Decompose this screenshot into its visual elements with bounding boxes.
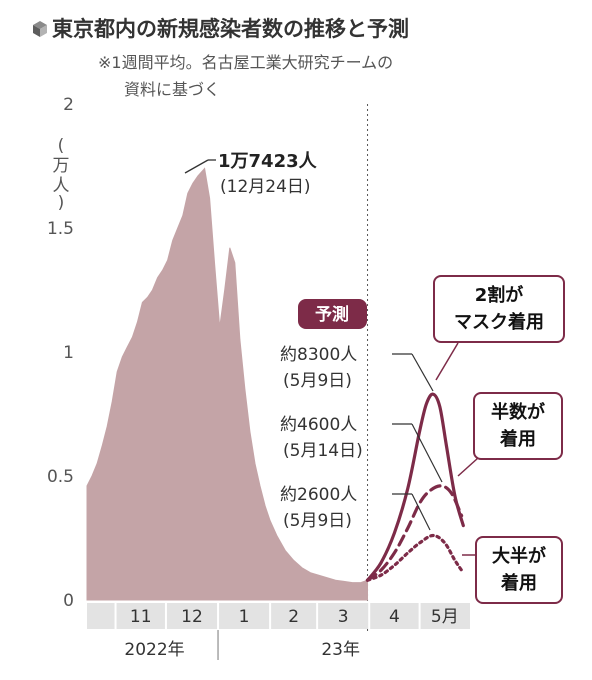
x-month-label-3: 2 bbox=[288, 607, 299, 627]
forecast-badge: 予測 bbox=[298, 299, 367, 329]
chart-subtitle-line1: ※1週間平均。名古屋工業大研究チームの bbox=[98, 53, 393, 72]
y-tick-label-3: 1.5 bbox=[47, 219, 74, 239]
year-label-2023: 23年 bbox=[321, 640, 360, 660]
scenario-box-20pct: 2割が マスク着用 bbox=[433, 275, 565, 381]
y-tick-label-0: 0 bbox=[63, 591, 74, 611]
chart-subtitle-line2: 資料に基づく bbox=[124, 80, 220, 99]
scenario-20pct-line2: マスク着用 bbox=[454, 311, 544, 333]
observed-area-fill bbox=[86, 167, 368, 601]
observed-area bbox=[86, 167, 368, 601]
x-month-label-0: 11 bbox=[130, 607, 152, 627]
y-tick-label-2: 1 bbox=[63, 343, 74, 363]
forecast-line-dotted bbox=[365, 533, 465, 582]
y-unit-man: 万 bbox=[53, 156, 70, 176]
scenario-half-line1: 半数が bbox=[491, 401, 545, 423]
y-unit-open: ( bbox=[58, 136, 65, 156]
forecast-badge-label: 予測 bbox=[315, 304, 349, 325]
solid-peak-annotation: 約8300人 (5月9日) bbox=[280, 345, 434, 392]
solid-peak-value: 約8300人 bbox=[280, 345, 357, 365]
x-month-label-5: 4 bbox=[389, 607, 400, 627]
scenario-most-line1: 大半が bbox=[492, 545, 546, 567]
dotted-peak-value: 約2600人 bbox=[280, 485, 357, 505]
x-month-label-4: 3 bbox=[338, 607, 349, 627]
title-icon bbox=[33, 21, 47, 37]
y-tick-label-4: 2 bbox=[63, 95, 74, 115]
forecast-line-solid bbox=[365, 392, 465, 582]
solid-peak-date: (5月9日) bbox=[283, 371, 352, 391]
scenario-most-line2: 着用 bbox=[500, 572, 537, 594]
scenario-half-line2: 着用 bbox=[499, 428, 536, 450]
scenario-box-most: 大半が 着用 bbox=[462, 536, 563, 604]
y-tick-label-1: 0.5 bbox=[47, 467, 74, 487]
dashed-peak-annotation: 約4600人 (5月14日) bbox=[280, 415, 443, 483]
scenario-20pct-line1: 2割が bbox=[475, 284, 524, 306]
peak-date-label: (12月24日) bbox=[220, 177, 311, 197]
x-month-label-2: 1 bbox=[239, 607, 250, 627]
peak-value-label: 1万7423人 bbox=[218, 151, 318, 172]
dashed-peak-date: (5月14日) bbox=[283, 441, 363, 461]
y-unit-close: ) bbox=[58, 193, 65, 213]
y-axis: 0 0.5 1 1.5 2 bbox=[47, 95, 74, 611]
forecast-line-dashed bbox=[365, 484, 464, 582]
month-band bbox=[87, 603, 470, 629]
dotted-peak-date: (5月9日) bbox=[283, 511, 352, 531]
dashed-peak-value: 約4600人 bbox=[280, 415, 357, 435]
forecast-lines bbox=[365, 392, 465, 582]
dotted-peak-annotation: 約2600人 (5月9日) bbox=[280, 485, 431, 531]
y-unit-nin: 人 bbox=[53, 176, 70, 196]
year-label-2022: 2022年 bbox=[124, 640, 184, 660]
x-month-label-1: 12 bbox=[181, 607, 203, 627]
peak-annotation: 1万7423人 (12月24日) bbox=[184, 151, 318, 197]
scenario-box-half: 半数が 着用 bbox=[457, 392, 563, 477]
chart-title: 東京都内の新規感染者数の推移と予測 bbox=[52, 17, 409, 41]
x-month-label-6: 5月 bbox=[431, 607, 459, 627]
